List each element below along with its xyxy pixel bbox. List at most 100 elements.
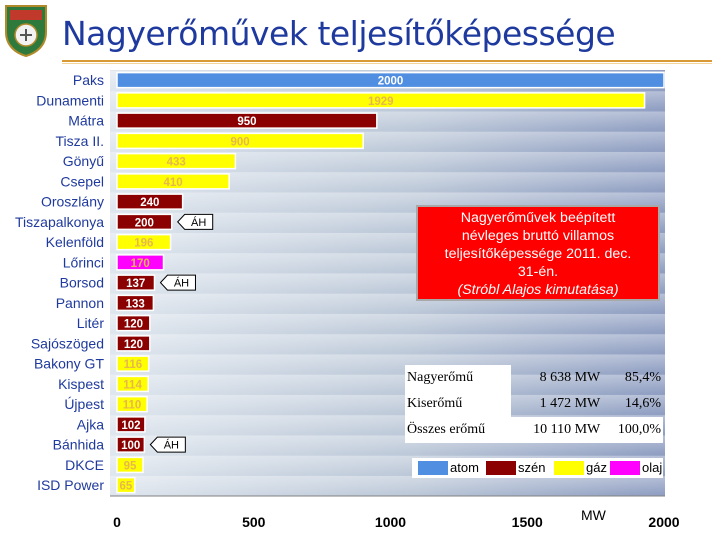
category-label: Lőrinci [63, 254, 104, 270]
stats-label: Nagyerőmű [405, 365, 511, 391]
category-label: Kelenföld [46, 234, 104, 250]
category-label: Kispest [58, 376, 104, 392]
x-tick-label: 2000 [648, 514, 679, 530]
stats-value: 1 472 MW [539, 396, 601, 411]
category-label: ISD Power [37, 477, 104, 493]
bar [116, 314, 151, 332]
bar [116, 375, 149, 393]
legend-swatch-gaz [554, 461, 584, 475]
row-band [110, 314, 665, 333]
bar-value-label: 410 [163, 177, 182, 189]
bar-value-label: 95 [124, 460, 137, 472]
row-band [110, 476, 665, 495]
legend-label-szen: szén [518, 460, 546, 475]
bar-value-label: 196 [134, 238, 153, 250]
stats-share: 14,6% [624, 396, 661, 411]
stats-value: 8 638 MW [539, 370, 601, 385]
bar-value-label: 240 [140, 197, 159, 209]
bar [116, 152, 237, 170]
legend-label-olaj: olaj [642, 460, 663, 475]
info-line-3: teljesítőképessége 2011. dec. [444, 246, 632, 262]
bar-value-label: 2000 [378, 76, 404, 88]
bar-value-label: 137 [126, 278, 145, 290]
category-label: Tiszapalkonya [15, 214, 104, 230]
category-label: Bakony GT [34, 356, 104, 372]
bar-value-label: 900 [230, 136, 249, 148]
stats-row: Összes erőmű 10 110 MW 100,0% [405, 417, 663, 443]
bar [116, 395, 148, 413]
bar [116, 213, 173, 231]
bar-value-label: 133 [126, 298, 145, 310]
stats-share: 85,4% [624, 370, 661, 385]
category-label: Sajószöged [31, 335, 104, 351]
category-label: Dunamenti [36, 92, 104, 108]
bar [116, 436, 146, 453]
stats-share: 100,0% [602, 417, 663, 443]
bar-value-label: 114 [123, 379, 142, 391]
category-label: Gönyű [63, 153, 104, 169]
x-tick-label: 1500 [512, 514, 543, 530]
x-tick-label: 1000 [375, 514, 406, 530]
bar-value-label: 120 [124, 319, 143, 331]
category-label: Bánhida [53, 437, 105, 453]
bar [116, 476, 136, 494]
legend: atom szén gáz olaj [412, 458, 663, 478]
logo [5, 5, 47, 58]
row-band [110, 172, 665, 191]
bar [116, 416, 146, 433]
category-label: Pannon [56, 295, 104, 311]
bar [116, 274, 156, 291]
bar [116, 112, 378, 129]
bar [116, 71, 665, 89]
legend-label-gaz: gáz [586, 460, 607, 475]
row-band [110, 152, 665, 171]
stats-value: 10 110 MW [510, 417, 603, 443]
annotation-label: ÁH [174, 277, 189, 290]
x-axis-unit: MW [581, 507, 606, 523]
bar-value-label: 100 [121, 440, 140, 452]
category-label: Tisza II. [56, 133, 105, 149]
info-box: Nagyerőművek beépített névleges bruttó v… [416, 205, 660, 301]
category-label: DKCE [65, 457, 104, 473]
row-band [110, 395, 665, 414]
title-rule [62, 60, 712, 62]
info-source: (Stróbl Alajos kimutatása) [457, 282, 619, 298]
stats-table: Nagyerőmű 8 638 MW 85,4% Kiserőmű 1 472 … [405, 365, 663, 443]
stats-row: Nagyerőmű 8 638 MW 85,4% [405, 365, 663, 391]
bar-value-label: 170 [131, 258, 150, 270]
x-tick-label: 0 [113, 514, 121, 530]
page-title: Nagyerőművek teljesítőképessége [62, 14, 616, 53]
legend-swatch-szen [486, 461, 516, 475]
annotation-callout [159, 274, 196, 291]
stats-label: Kiserőmű [405, 391, 511, 417]
legend-label-atom: atom [450, 460, 479, 475]
category-label: Borsod [60, 275, 104, 291]
category-label: Ajka [77, 416, 104, 432]
bar [116, 355, 150, 372]
info-line-4: 31-én. [517, 264, 559, 280]
annotation-label: ÁH [164, 439, 179, 452]
x-tick-label: 500 [242, 514, 266, 530]
bar-value-label: 110 [123, 400, 142, 412]
category-label: Újpest [64, 396, 104, 412]
title-rule-highlight [62, 63, 712, 64]
row-band [110, 334, 665, 353]
bar [116, 254, 165, 271]
legend-swatch-atom [418, 461, 448, 475]
bar-value-label: 1929 [368, 96, 394, 108]
bar [116, 294, 155, 312]
annotation-callout [177, 213, 214, 230]
bar [116, 456, 144, 474]
bar-value-label: 200 [135, 217, 154, 229]
bar [116, 193, 184, 210]
category-label: Oroszlány [41, 194, 104, 210]
info-line-1: Nagyerőművek beépített [460, 210, 616, 226]
bar [116, 335, 151, 352]
bar-value-label: 950 [237, 116, 256, 128]
bar-value-label: 120 [124, 339, 143, 351]
bar [116, 132, 364, 150]
annotation-callout [149, 436, 186, 453]
bar [116, 173, 230, 190]
bar [116, 92, 646, 109]
